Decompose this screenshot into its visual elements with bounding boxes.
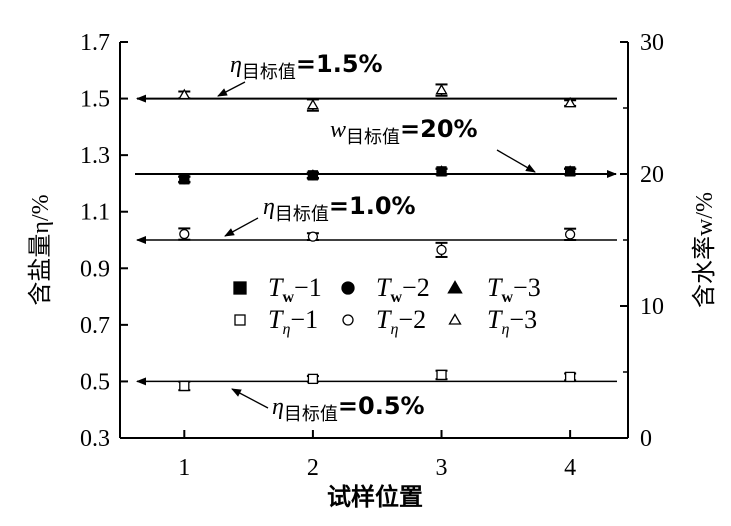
legend-base: T — [268, 305, 284, 334]
data-point — [564, 165, 577, 176]
annotation-label: η目标值=1.0% — [263, 192, 416, 225]
data-point — [307, 231, 319, 242]
x-tick-label: 3 — [436, 455, 448, 481]
data-point — [306, 98, 319, 110]
y-right-tick-label: 20 — [640, 162, 664, 188]
annotation-arrow — [496, 149, 536, 173]
y-left-tick-label: 0.7 — [80, 313, 110, 339]
y-right-tick-label: 10 — [640, 294, 664, 320]
data-point — [435, 83, 448, 95]
y-left-tick-label: 0.9 — [80, 256, 110, 282]
x-tick-label: 1 — [178, 455, 190, 481]
y-axis-right-label: 含水率w/% — [691, 192, 718, 308]
annotation-sub: 目标值 — [284, 404, 338, 425]
legend-sub: η — [390, 321, 398, 338]
annotation-arrow — [224, 217, 259, 237]
y-left-tick-label: 1.5 — [80, 87, 110, 113]
annotation-arrow — [217, 81, 246, 97]
legend-base: T — [376, 305, 392, 334]
legend-base: T — [487, 305, 503, 334]
x-tick-label: 4 — [564, 455, 576, 481]
data-point — [178, 88, 191, 100]
legend-marker — [234, 314, 246, 326]
annotation-value: =20% — [400, 115, 478, 143]
legend-label: Tη−1 — [268, 305, 318, 338]
data-point — [435, 165, 448, 176]
legend-marker — [233, 281, 247, 295]
y-axis-left-label: 含盐量η/% — [27, 194, 54, 305]
data-point — [436, 244, 447, 256]
y-right-tick-label: 30 — [640, 30, 664, 56]
data-point — [306, 169, 319, 180]
annotation-var: w — [330, 117, 346, 143]
legend-sub: η — [501, 321, 509, 338]
data-point — [436, 369, 447, 381]
data-point — [564, 229, 576, 240]
legend-label: Tw−1 — [268, 273, 322, 306]
annotation-value: =0.5% — [338, 392, 425, 420]
annotation-sub: 目标值 — [275, 204, 329, 225]
legend-suffix: −2 — [402, 273, 430, 302]
data-point — [179, 380, 190, 392]
legend-marker — [448, 313, 462, 325]
annotation-var: η — [230, 52, 242, 78]
x-tick-label: 2 — [307, 455, 319, 481]
annotation-sub: 目标值 — [242, 62, 296, 83]
legend-marker — [342, 314, 354, 326]
legend-sub: w — [390, 289, 402, 306]
y-left-tick-label: 1.1 — [80, 200, 110, 226]
y-left-tick-label: 0.3 — [80, 426, 110, 452]
annotation-label: η目标值=0.5% — [272, 392, 425, 425]
annotation-value: =1.0% — [329, 192, 416, 220]
y-right-tick-label: 0 — [640, 426, 652, 452]
legend-label: Tη−3 — [487, 305, 537, 338]
annotation-arrow — [231, 388, 269, 409]
data-point — [179, 228, 190, 240]
annotation-label: w目标值=20% — [330, 115, 478, 148]
data-point — [307, 373, 319, 385]
legend-base: T — [376, 273, 392, 302]
legend-suffix: −3 — [509, 305, 537, 334]
annotation-label: η目标值=1.5% — [230, 50, 383, 83]
legend-sub: η — [282, 321, 290, 338]
legend-label: Tw−3 — [487, 273, 541, 306]
annotation-sub: 目标值 — [346, 127, 400, 148]
annotation-value: =1.5% — [296, 50, 383, 78]
y-left-tick-label: 1.7 — [80, 30, 110, 56]
data-point — [178, 173, 191, 184]
legend-marker — [447, 280, 463, 294]
legend-base: T — [268, 273, 284, 302]
y-left-tick-label: 1.3 — [80, 143, 110, 169]
x-axis-label: 试样位置 — [327, 483, 423, 511]
data-point — [564, 96, 577, 108]
y-left-tick-label: 0.5 — [80, 369, 110, 395]
legend-label: Tw−2 — [376, 273, 430, 306]
legend-marker — [341, 281, 355, 295]
annotation-var: η — [263, 194, 275, 220]
legend-base: T — [487, 273, 503, 302]
legend-suffix: −3 — [513, 273, 541, 302]
legend-sub: w — [282, 289, 294, 306]
legend-label: Tη−2 — [376, 305, 426, 338]
legend-suffix: −2 — [398, 305, 426, 334]
legend-suffix: −1 — [290, 305, 318, 334]
data-point — [564, 371, 576, 383]
legend-suffix: −1 — [294, 273, 322, 302]
legend-sub: w — [501, 289, 513, 306]
annotation-var: η — [272, 394, 284, 420]
